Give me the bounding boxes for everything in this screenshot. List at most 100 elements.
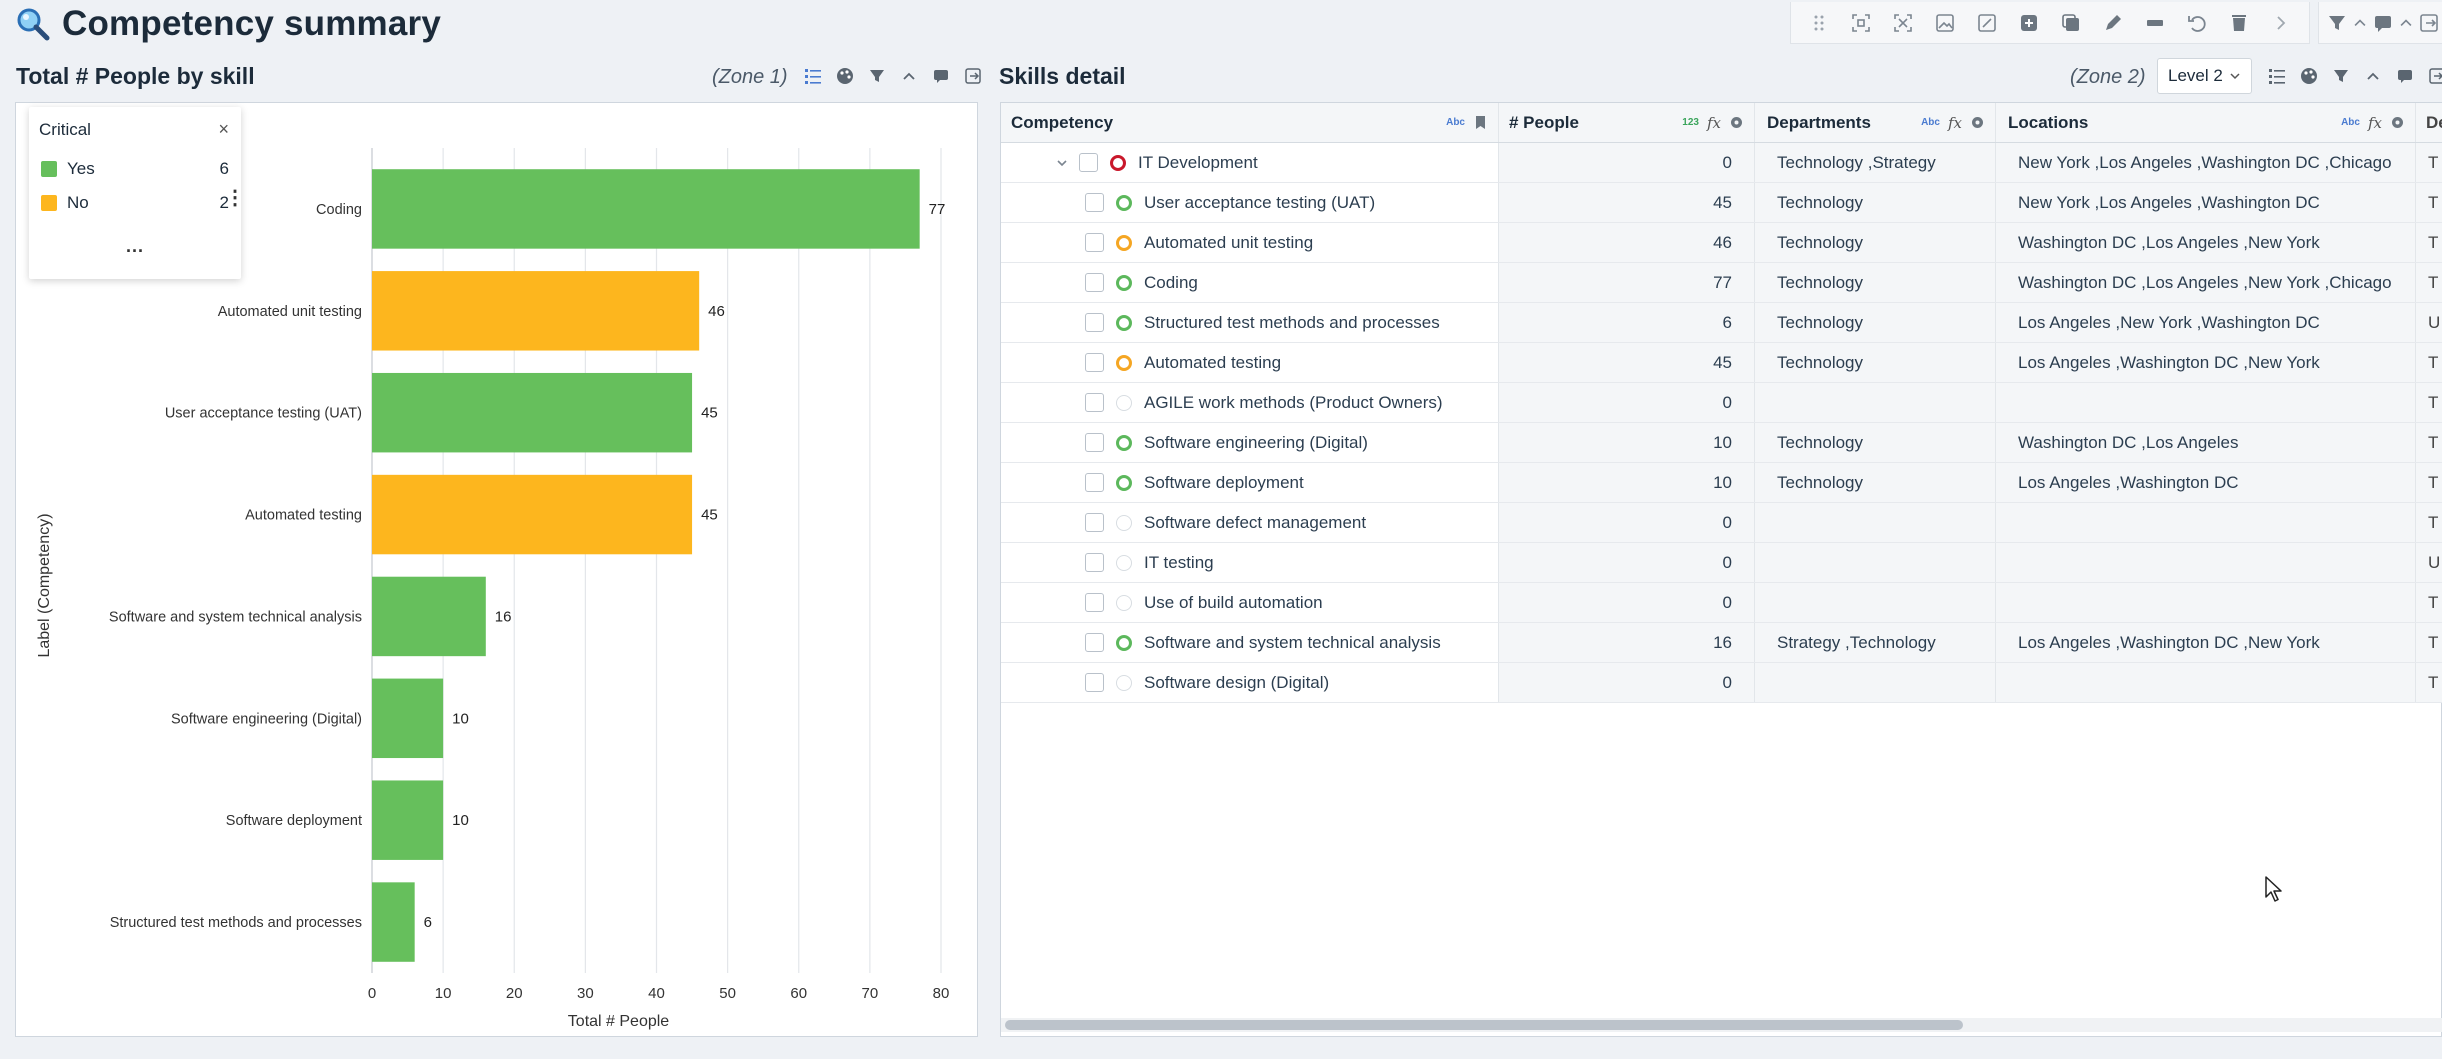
cell-people: 0 [1499, 383, 1755, 422]
cell-people: 45 [1499, 183, 1755, 222]
table-row[interactable]: Software engineering (Digital) 10 Technolo… [1001, 423, 2442, 463]
legend-more-button[interactable]: ... [125, 236, 144, 256]
comment-icon[interactable] [2396, 67, 2414, 85]
group-row[interactable]: IT Development 0 Technology ,Strategy New Y… [1001, 143, 2442, 183]
horizontal-scrollbar[interactable] [1001, 1018, 2442, 1032]
legend-item-no[interactable]: No 2 [29, 186, 241, 220]
bar[interactable] [372, 169, 920, 249]
cell-locations: Los Angeles ,Washington DC ,New York [1996, 623, 2416, 662]
scrollbar-thumb[interactable] [1005, 1020, 1963, 1030]
bar[interactable] [372, 474, 693, 555]
chevron-up-icon[interactable] [2397, 7, 2415, 39]
table-row[interactable]: AGILE work methods (Product Owners) 0 T [1001, 383, 2442, 423]
expand-icon[interactable] [1885, 7, 1921, 39]
table-row[interactable]: Software deployment 10 Technology Los Angel… [1001, 463, 2442, 503]
chevron-up-icon[interactable] [2351, 7, 2369, 39]
row-checkbox[interactable] [1085, 433, 1104, 452]
formula-icon[interactable]: fx [1706, 113, 1721, 132]
level-select[interactable]: Level 2 [2157, 58, 2252, 94]
gear-icon[interactable] [1970, 115, 1985, 130]
row-checkbox[interactable] [1085, 393, 1104, 412]
row-checkbox[interactable] [1085, 513, 1104, 532]
row-checkbox[interactable] [1085, 553, 1104, 572]
pen-icon[interactable] [2095, 7, 2131, 39]
cell-departments [1755, 503, 1996, 542]
category-label: Software and system technical analysis [109, 609, 362, 625]
row-checkbox[interactable] [1085, 233, 1104, 252]
row-checkbox[interactable] [1085, 313, 1104, 332]
dashboard-toolbar [1790, 0, 2442, 46]
comment-icon[interactable] [2371, 7, 2395, 39]
kebab-menu-icon[interactable]: ⋮ [225, 187, 245, 209]
x-tick-label: 70 [862, 985, 879, 1002]
export-icon[interactable] [2428, 67, 2442, 85]
palette-icon[interactable] [836, 67, 854, 85]
bar[interactable] [372, 271, 700, 351]
bookmark-icon[interactable] [1473, 115, 1488, 130]
category-label: Structured test methods and processes [110, 915, 362, 931]
row-checkbox[interactable] [1085, 673, 1104, 692]
row-checkbox[interactable] [1085, 193, 1104, 212]
trash-icon[interactable] [2221, 7, 2257, 39]
palette-icon[interactable] [2300, 67, 2318, 85]
competency-name: Software design (Digital) [1144, 672, 1330, 692]
column-header-partial[interactable]: De [2416, 103, 2442, 142]
table-row[interactable]: Use of build automation 0 T [1001, 583, 2442, 623]
table-row[interactable]: Automated testing 45 Technology Los Angeles… [1001, 343, 2442, 383]
bar[interactable] [372, 576, 486, 657]
table-row[interactable]: IT testing 0 U [1001, 543, 2442, 583]
bar[interactable] [372, 372, 693, 453]
divider-icon[interactable] [2137, 7, 2173, 39]
image-icon[interactable] [1927, 7, 1963, 39]
chevron-right-icon[interactable] [2263, 7, 2299, 39]
column-header-departments[interactable]: Departments Abc fx [1755, 103, 1996, 142]
formula-icon[interactable]: fx [2367, 113, 2382, 132]
row-checkbox[interactable] [1085, 593, 1104, 612]
select-region-icon[interactable] [1843, 7, 1879, 39]
column-header-locations[interactable]: Locations Abc fx [1996, 103, 2416, 142]
data-label: 10 [452, 812, 469, 829]
table-row[interactable]: Software defect management 0 T [1001, 503, 2442, 543]
export-icon[interactable] [2417, 7, 2441, 39]
gear-icon[interactable] [1729, 115, 1744, 130]
image-edit-icon[interactable] [1969, 7, 2005, 39]
list-icon[interactable] [804, 67, 822, 85]
add-icon[interactable] [2011, 7, 2047, 39]
bar[interactable] [372, 678, 444, 759]
gear-icon[interactable] [2390, 115, 2405, 130]
formula-icon[interactable]: fx [1947, 113, 1962, 132]
list-icon[interactable] [2268, 67, 2286, 85]
legend-item-yes[interactable]: Yes 6 [29, 152, 241, 186]
bar[interactable] [372, 780, 444, 860]
export-icon[interactable] [964, 67, 982, 85]
column-header-competency[interactable]: Competency Abc [1001, 103, 1499, 142]
table-row[interactable]: Automated unit testing 46 Technology Washin… [1001, 223, 2442, 263]
row-checkbox[interactable] [1085, 473, 1104, 492]
data-label: 77 [929, 201, 946, 218]
filter-icon[interactable] [2332, 67, 2350, 85]
undo-icon[interactable] [2179, 7, 2215, 39]
row-checkbox[interactable] [1085, 353, 1104, 372]
table-row[interactable]: Software and system technical analysis 16… [1001, 623, 2442, 663]
status-indicator [1116, 234, 1132, 251]
filter-icon[interactable] [868, 67, 886, 85]
chevron-up-icon[interactable] [900, 67, 918, 85]
comment-icon[interactable] [932, 67, 950, 85]
duplicate-icon[interactable] [2053, 7, 2089, 39]
close-icon[interactable]: × [218, 119, 229, 139]
cell-locations [1996, 663, 2416, 702]
chevron-down-icon[interactable] [1055, 156, 1069, 170]
drag-handle-icon[interactable] [1801, 7, 1837, 39]
column-header-people[interactable]: # People 123 fx [1499, 103, 1755, 142]
chevron-up-icon[interactable] [2364, 67, 2382, 85]
row-checkbox[interactable] [1079, 153, 1098, 172]
row-checkbox[interactable] [1085, 273, 1104, 292]
table-row[interactable]: User acceptance testing (UAT) 45 Technolog… [1001, 183, 2442, 223]
table-row[interactable]: Coding 77 Technology Washington DC ,Los Ang… [1001, 263, 2442, 303]
row-checkbox[interactable] [1085, 633, 1104, 652]
status-indicator [1116, 594, 1132, 611]
table-row[interactable]: Structured test methods and processes 6 Te… [1001, 303, 2442, 343]
filter-icon[interactable] [2325, 7, 2349, 39]
table-row[interactable]: Software design (Digital) 0 T [1001, 663, 2442, 703]
bar[interactable] [372, 882, 415, 962]
